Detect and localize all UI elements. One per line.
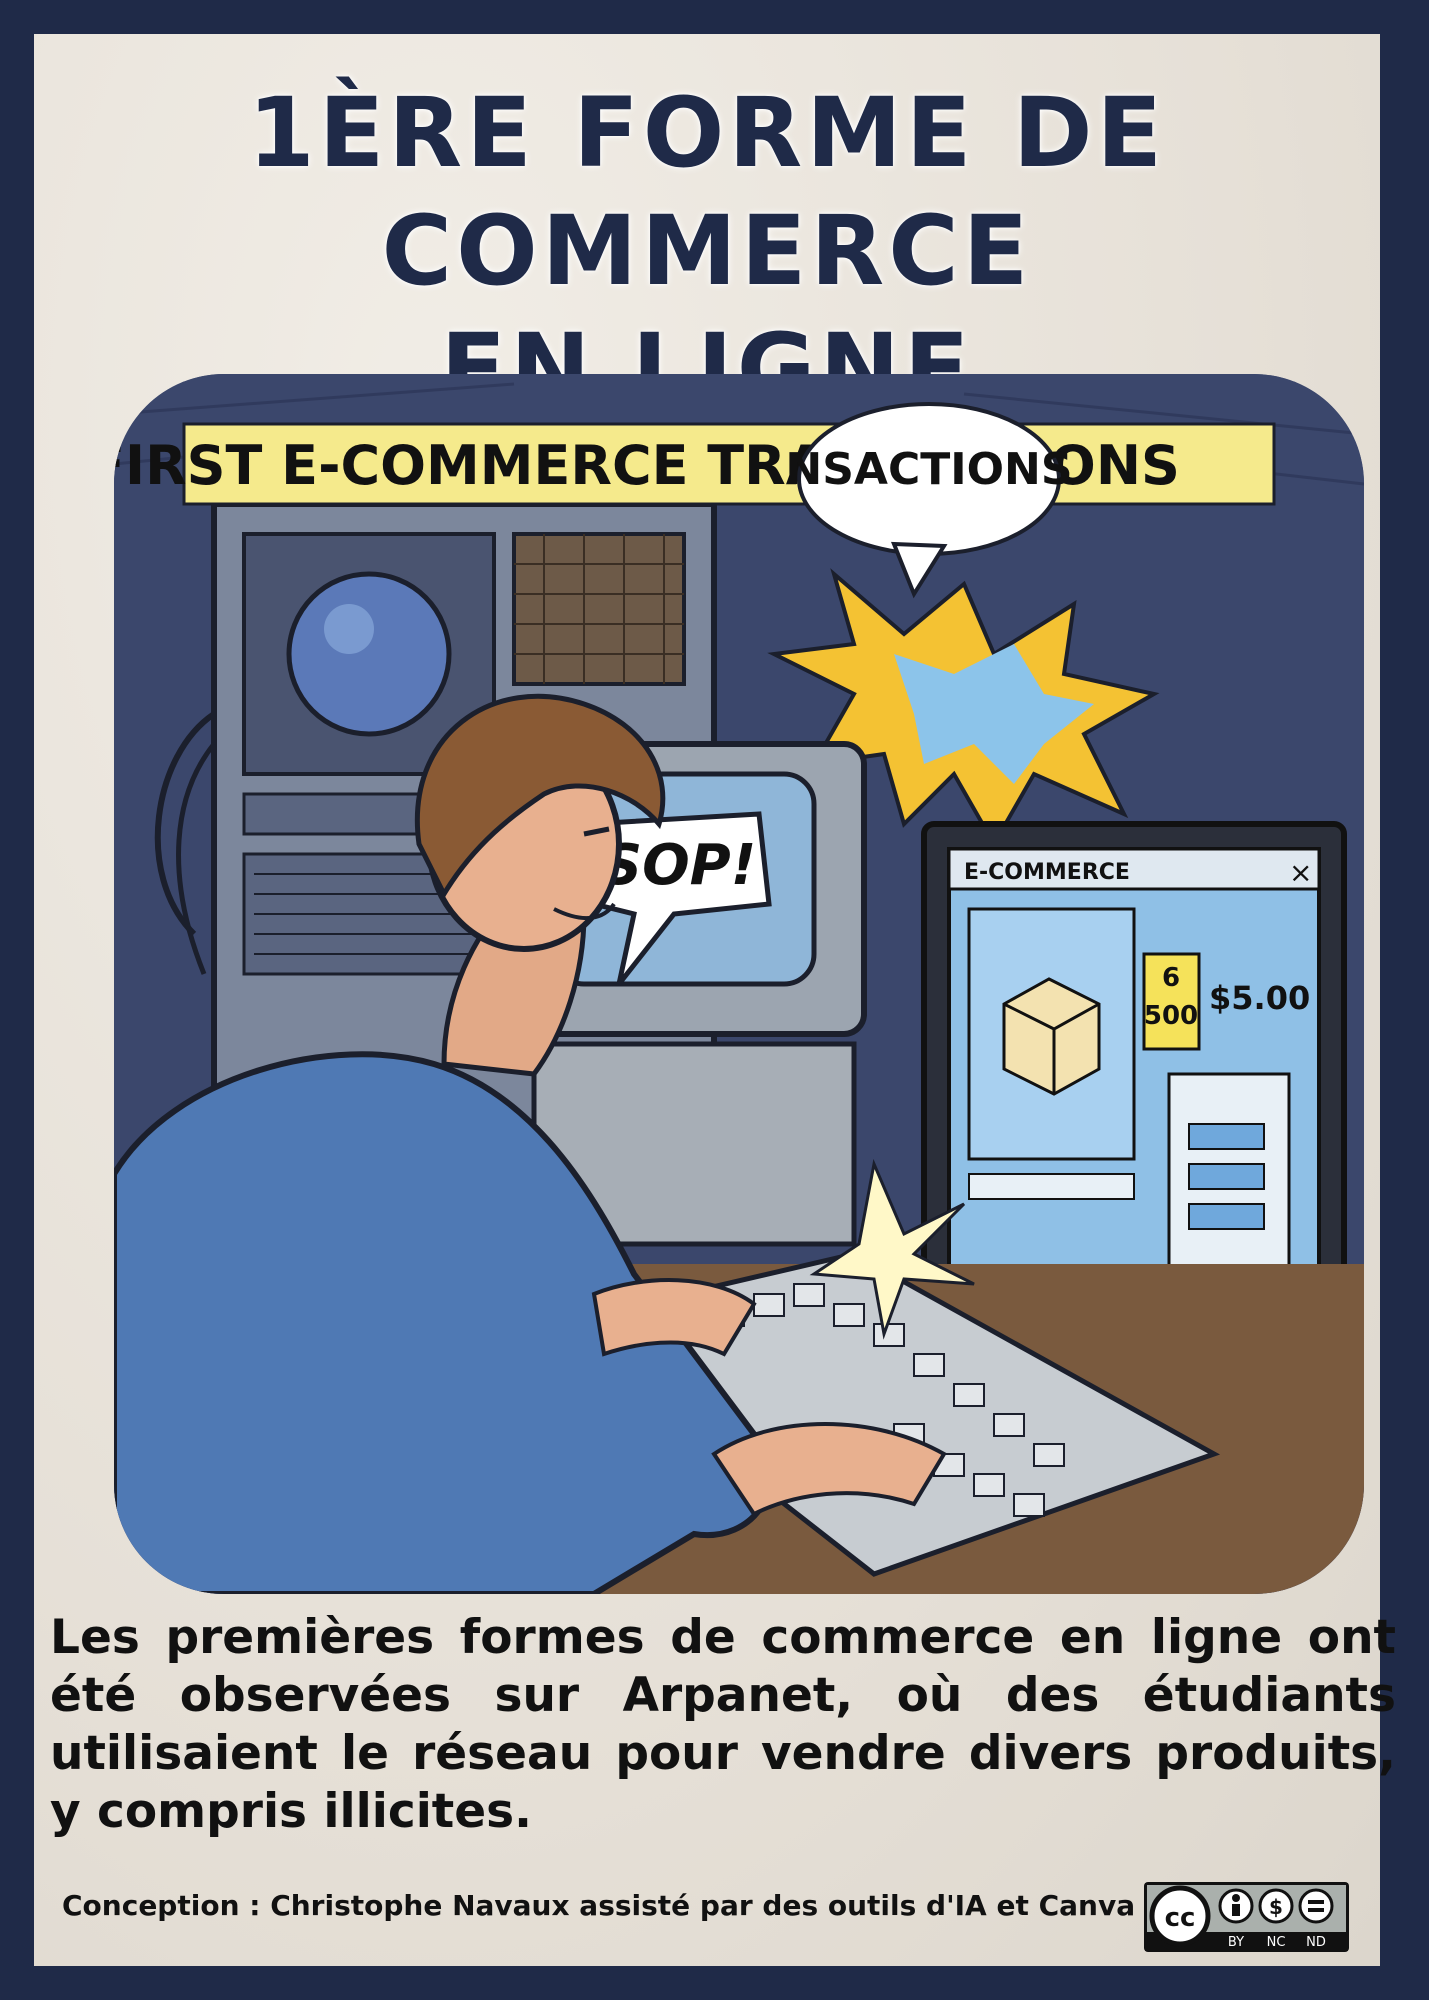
left-hand: [591, 1278, 757, 1357]
nd-icon: [1298, 1888, 1334, 1924]
poster-title: 1ère forme de commerce en ligne: [34, 74, 1380, 428]
creative-commons-badge: cc $ BY NC ND: [1144, 1882, 1349, 1952]
close-icon: ×: [1289, 856, 1312, 889]
sop-speech-bubble: SOP!: [586, 811, 772, 986]
young-man-typing: [114, 693, 947, 1594]
nc-label: NC: [1267, 1935, 1286, 1950]
tag-value: 500: [1144, 1001, 1198, 1031]
cc-by-nc-nd-icon: cc $ BY NC ND: [1145, 1883, 1348, 1951]
tag-number: 6: [1162, 963, 1180, 993]
comic-illustration: FIRST E-COMMERCE TRANSACTIONS NSACTIONS …: [114, 374, 1364, 1594]
svg-text:NSACTIONS: NSACTIONS: [785, 444, 1072, 495]
nc-icon: [1258, 1888, 1294, 1924]
comic-scene: FIRST E-COMMERCE TRANSACTIONS NSACTIONS …: [114, 374, 1364, 1594]
sop-text: SOP!: [602, 833, 757, 898]
title-line-1: 1ère forme de commerce: [247, 77, 1167, 307]
banner: FIRST E-COMMERCE TRANSACTIONS: [114, 422, 1276, 506]
screen-window-title: E-COMMERCE: [964, 860, 1130, 885]
by-label: BY: [1228, 1935, 1244, 1950]
svg-text:$: $: [1269, 1895, 1283, 1919]
credits: Conception : Christophe Navaux assisté p…: [62, 1889, 1136, 1922]
price-tag: [1142, 952, 1201, 1051]
hair: [414, 693, 666, 900]
cc-text: cc: [1165, 1903, 1196, 1933]
right-hand: [711, 1422, 947, 1517]
screen-price: $5.00: [1209, 979, 1310, 1017]
nd-label: ND: [1306, 1935, 1326, 1950]
box-icon: [1002, 977, 1101, 1096]
poster-card: 1ère forme de commerce en ligne: [34, 34, 1396, 1966]
description-text: Les premières formes de commerce en lign…: [50, 1610, 1396, 1839]
explosion-burst: [767, 568, 1160, 849]
